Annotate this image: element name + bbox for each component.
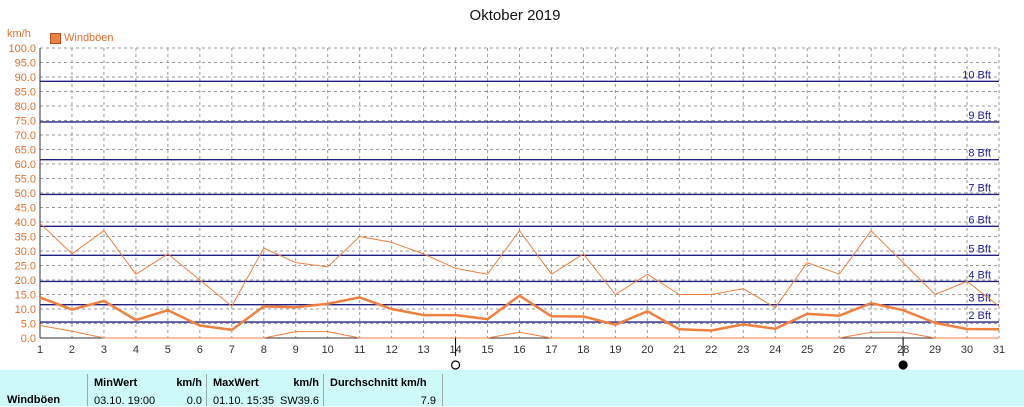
y-unit-label: km/h: [7, 28, 31, 40]
stats-min-cell: MinWert km/h 03.10. 19:00 0.0: [87, 374, 206, 407]
x-tick-label: 6: [197, 344, 203, 356]
beaufort-label: 8 Bft: [968, 148, 991, 160]
y-tick-label: 85.0: [15, 87, 36, 99]
stats-avg-header: Durchschnitt km/h: [330, 377, 427, 389]
x-tick-label: 11: [354, 344, 365, 356]
series-line-envelope: [39, 222, 1000, 309]
y-tick-label: 95.0: [15, 58, 36, 70]
x-tick-label: 20: [641, 344, 653, 356]
x-tick-label: 31: [993, 344, 1005, 356]
stats-avg-value: 7.9: [420, 395, 436, 407]
series-line-windboeen: [39, 294, 1000, 332]
chart-title: Oktober 2019: [469, 7, 561, 24]
y-tick-label: 55.0: [15, 174, 36, 186]
x-tick-label: 16: [513, 344, 525, 356]
y-tick-label: 20.0: [15, 275, 36, 287]
new-moon-icon: [898, 360, 908, 370]
stats-max-direction: SW: [280, 395, 298, 407]
x-tick-label: 4: [133, 344, 139, 356]
stats-avg-cell: Durchschnitt km/h 7.9: [323, 374, 442, 407]
beaufort-label: 10 Bft: [962, 69, 991, 81]
stats-panel: Windböen MinWert km/h 03.10. 19:00 0.0 M…: [0, 370, 1024, 407]
stats-max-cell: MaxWert km/h 01.10. 15:35 SW 39.6: [206, 374, 323, 407]
beaufort-label: 3 Bft: [968, 293, 991, 305]
x-tick-label: 7: [229, 344, 235, 356]
x-tick-label: 15: [481, 344, 493, 356]
y-tick-label: 10.0: [15, 304, 36, 316]
x-tick-label: 9: [293, 344, 299, 356]
x-tick-label: 3: [101, 344, 107, 356]
x-tick-label: 17: [545, 344, 557, 356]
x-tick-label: 24: [769, 344, 781, 356]
legend-swatch: [50, 32, 61, 44]
x-tick-label: 2: [69, 344, 75, 356]
beaufort-label: 7 Bft: [968, 182, 991, 194]
y-tick-label: 50.0: [15, 188, 36, 200]
x-tick-label: 27: [865, 344, 877, 356]
wind-chart: 2 Bft 3 Bft 4 Bft 5 Bft 6 Bft 7 Bft 8 Bft 9 Bft…: [8, 43, 1005, 370]
beaufort-label: 9 Bft: [968, 110, 991, 122]
series-line-envelope: [39, 325, 999, 339]
stats-min-header: MinWert: [94, 377, 138, 389]
full-moon-icon: [450, 360, 461, 370]
stats-max-header: MaxWert: [213, 377, 259, 389]
y-tick-label: 25.0: [15, 261, 36, 273]
stats-min-unit: km/h: [176, 377, 202, 389]
x-tick-label: 26: [833, 344, 845, 356]
stats-min-time: 03.10. 19:00: [94, 395, 156, 407]
x-tick-label: 25: [801, 344, 813, 356]
y-tick-label: 90.0: [15, 72, 36, 84]
y-tick-label: 80.0: [15, 101, 36, 113]
x-tick-label: 19: [609, 344, 621, 356]
y-tick-label: 5.0: [21, 319, 36, 331]
x-tick-label: 23: [737, 344, 749, 356]
x-tick-label: 21: [673, 344, 685, 356]
x-tick-label: 10: [322, 344, 334, 356]
y-tick-label: 75.0: [15, 116, 36, 128]
beaufort-label: 6 Bft: [968, 214, 991, 226]
stats-end-divider: [442, 374, 444, 406]
x-tick-label: 8: [261, 344, 267, 356]
x-tick-label: 1: [37, 344, 43, 356]
y-tick-label: 45.0: [15, 203, 36, 215]
y-tick-label: 40.0: [15, 217, 36, 229]
y-tick-label: 65.0: [15, 145, 36, 157]
y-tick-label: 30.0: [15, 246, 36, 258]
x-tick-label: 18: [577, 344, 589, 356]
stats-min-value: 0.0: [186, 395, 202, 407]
x-tick-label: 30: [961, 344, 973, 356]
beaufort-label: 5 Bft: [968, 243, 991, 255]
beaufort-label: 4 Bft: [968, 269, 991, 281]
stats-max-time: 01.10. 15:35: [213, 395, 275, 407]
y-tick-label: 15.0: [15, 290, 36, 302]
stats-max-value: 39.6: [297, 395, 319, 407]
legend-label: Windböen: [64, 32, 114, 44]
x-tick-label: 29: [929, 344, 941, 356]
beaufort-label: 2 Bft: [968, 310, 991, 322]
x-tick-label: 5: [165, 344, 171, 356]
x-tick-label: 13: [417, 344, 429, 356]
y-tick-label: 35.0: [15, 232, 36, 244]
x-tick-label: 12: [386, 344, 398, 356]
stats-series-name: Windböen: [7, 394, 61, 406]
x-tick-label: 22: [705, 344, 717, 356]
y-tick-label: 100.0: [8, 43, 36, 55]
stats-max-unit: km/h: [293, 377, 319, 389]
legend: Windböen: [50, 32, 114, 44]
y-tick-label: 60.0: [15, 159, 36, 171]
y-tick-label: 70.0: [15, 130, 36, 142]
y-tick-label: 0.0: [21, 333, 36, 345]
